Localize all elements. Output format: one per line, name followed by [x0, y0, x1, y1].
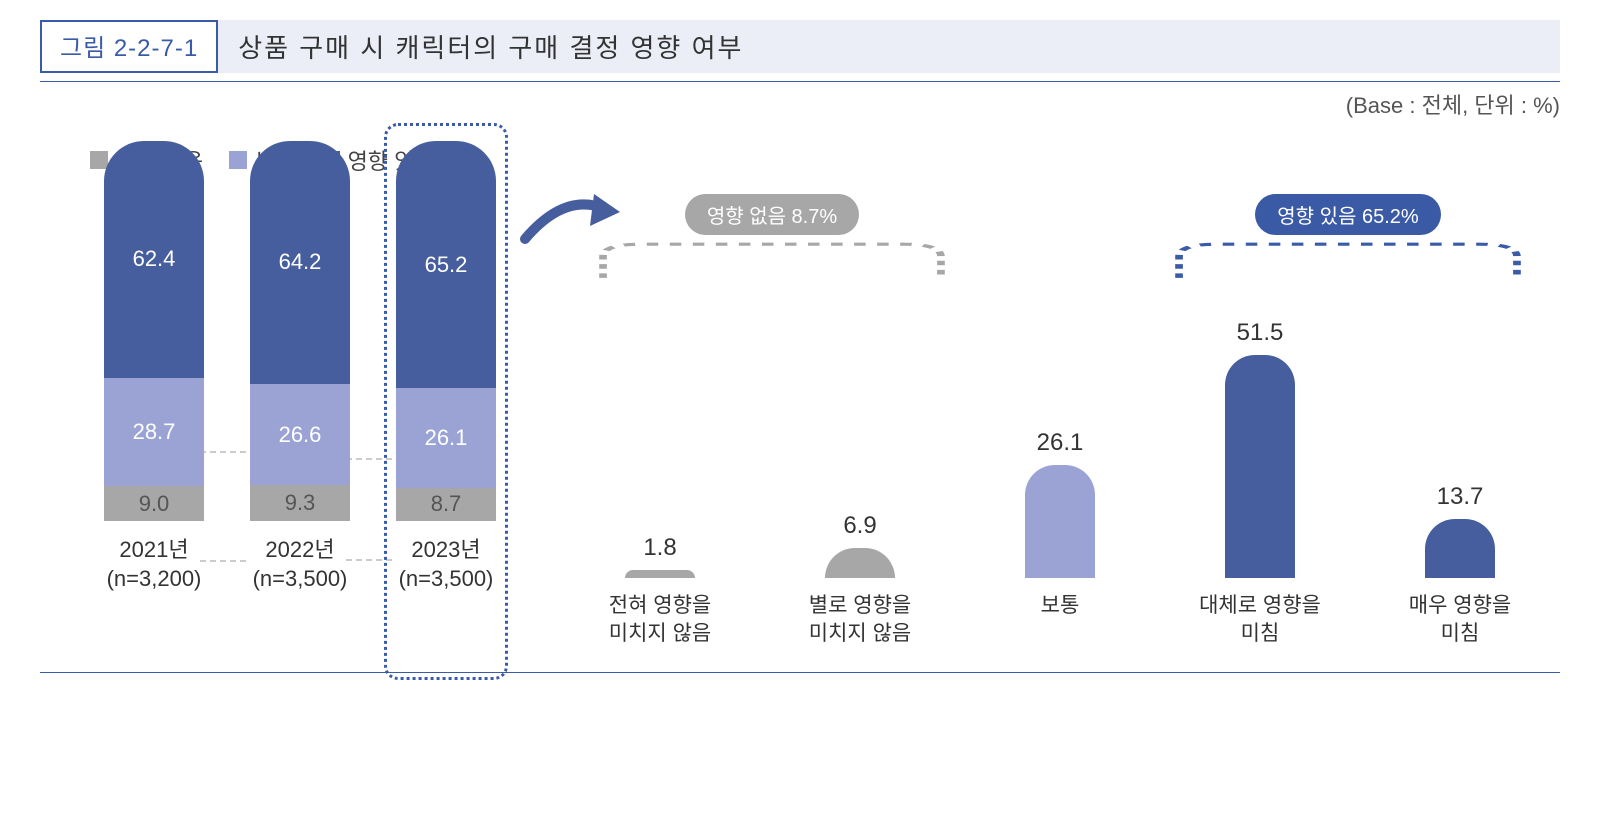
detail-bar-column: 1.8 [560, 278, 760, 578]
detail-bar-label: 전혀 영향을미치지 않음 [560, 592, 760, 650]
stacked-chart: 9.028.762.42021년(n=3,200)9.326.664.22022… [40, 194, 560, 594]
detail-bar-value: 51.5 [1237, 319, 1284, 347]
stacked-segment: 64.2 [250, 141, 350, 385]
detail-bar-label: 별로 영향을미치지 않음 [760, 592, 960, 650]
bracket-icon [1156, 235, 1540, 281]
stacked-year-column: 8.726.165.2 2023년(n=3,500) [396, 141, 496, 594]
detail-bar-label: 매우 영향을미침 [1360, 592, 1560, 650]
stacked-segment: 62.4 [104, 141, 204, 378]
stacked-segment: 8.7 [396, 488, 496, 521]
detail-bar-label: 보통 [960, 592, 1160, 650]
stacked-bar: 9.326.664.2 [250, 141, 350, 521]
figure-title: 상품 구매 시 캐릭터의 구매 결정 영향 여부 [218, 20, 1560, 73]
stacked-year-column: 9.326.664.2 2022년(n=3,500) [250, 141, 350, 594]
detail-group-pill: 영향 없음 8.7% [685, 194, 859, 235]
stacked-segment: 65.2 [396, 141, 496, 389]
bracket-icon [580, 235, 964, 281]
detail-bar-value: 1.8 [643, 534, 676, 562]
title-row: 그림 2-2-7-1 상품 구매 시 캐릭터의 구매 결정 영향 여부 [40, 20, 1560, 73]
year-label: 2022년(n=3,500) [253, 535, 348, 594]
stacked-year-column: 9.028.762.4 2021년(n=3,200) [104, 141, 204, 594]
year-label: 2021년(n=3,200) [107, 535, 202, 594]
detail-bar [625, 570, 695, 578]
detail-bar-value: 13.7 [1437, 483, 1484, 511]
base-note: (Base : 전체, 단위 : %) [40, 88, 1560, 120]
detail-group-bracket: 영향 있음 65.2% [1156, 194, 1540, 281]
detail-bar-label: 대체로 영향을미침 [1160, 592, 1360, 650]
detail-chart: 영향 없음 8.7% 영향 있음 65.2% 1.8 6.9 26.1 51.5 13.7… [560, 194, 1560, 650]
stacked-segment: 28.7 [104, 378, 204, 487]
detail-bar-column: 13.7 [1360, 278, 1560, 578]
stacked-segment: 9.0 [104, 486, 204, 520]
detail-group-pill: 영향 있음 65.2% [1255, 194, 1440, 235]
figure-tag: 그림 2-2-7-1 [40, 20, 218, 73]
detail-bar [1225, 355, 1295, 578]
detail-group-bracket: 영향 없음 8.7% [580, 194, 964, 281]
chart-area: 9.028.762.42021년(n=3,200)9.326.664.22022… [40, 194, 1560, 650]
stacked-segment: 26.1 [396, 388, 496, 487]
divider-bottom [40, 672, 1560, 673]
divider-top [40, 81, 1560, 82]
detail-bar-value: 26.1 [1037, 429, 1084, 457]
detail-bar [825, 548, 895, 578]
detail-bar-column: 51.5 [1160, 278, 1360, 578]
detail-bar [1425, 519, 1495, 578]
stacked-bar: 9.028.762.4 [104, 141, 204, 521]
stacked-segment: 26.6 [250, 384, 350, 485]
stacked-bar: 8.726.165.2 [396, 141, 496, 521]
detail-bar-column: 26.1 [960, 278, 1160, 578]
detail-bar-value: 6.9 [843, 512, 876, 540]
stacked-segment: 9.3 [250, 485, 350, 520]
year-label: 2023년(n=3,500) [399, 535, 494, 594]
detail-bar [1025, 465, 1095, 578]
legend-swatch [229, 151, 247, 169]
detail-bar-column: 6.9 [760, 278, 960, 578]
